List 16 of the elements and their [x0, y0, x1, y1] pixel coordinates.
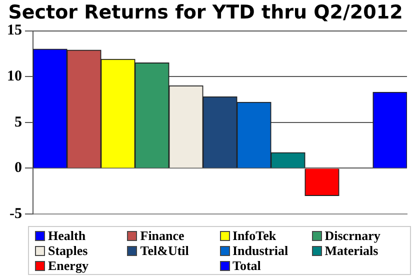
y-tick-label: 5	[14, 114, 22, 130]
legend-label: InfoTek	[232, 228, 276, 243]
legend-label: Tel&Util	[140, 243, 189, 258]
legend-label: Industrial	[232, 243, 288, 258]
y-tick-label: 15	[7, 22, 22, 39]
y-tick-label: 10	[7, 68, 22, 84]
legend-label: Staples	[48, 243, 88, 258]
chart-title: Sector Returns for YTD thru Q2/2012	[8, 1, 403, 24]
y-tick-label: -5	[10, 206, 22, 222]
legend-label: Total	[232, 258, 261, 273]
legend-label: Discrnary	[324, 228, 380, 243]
legend-label: Health	[48, 228, 86, 243]
y-tick-label: 0	[14, 160, 22, 176]
legend-label: Finance	[140, 228, 184, 243]
legend-label: Energy	[48, 258, 88, 273]
legend-label: Materials	[324, 243, 378, 258]
